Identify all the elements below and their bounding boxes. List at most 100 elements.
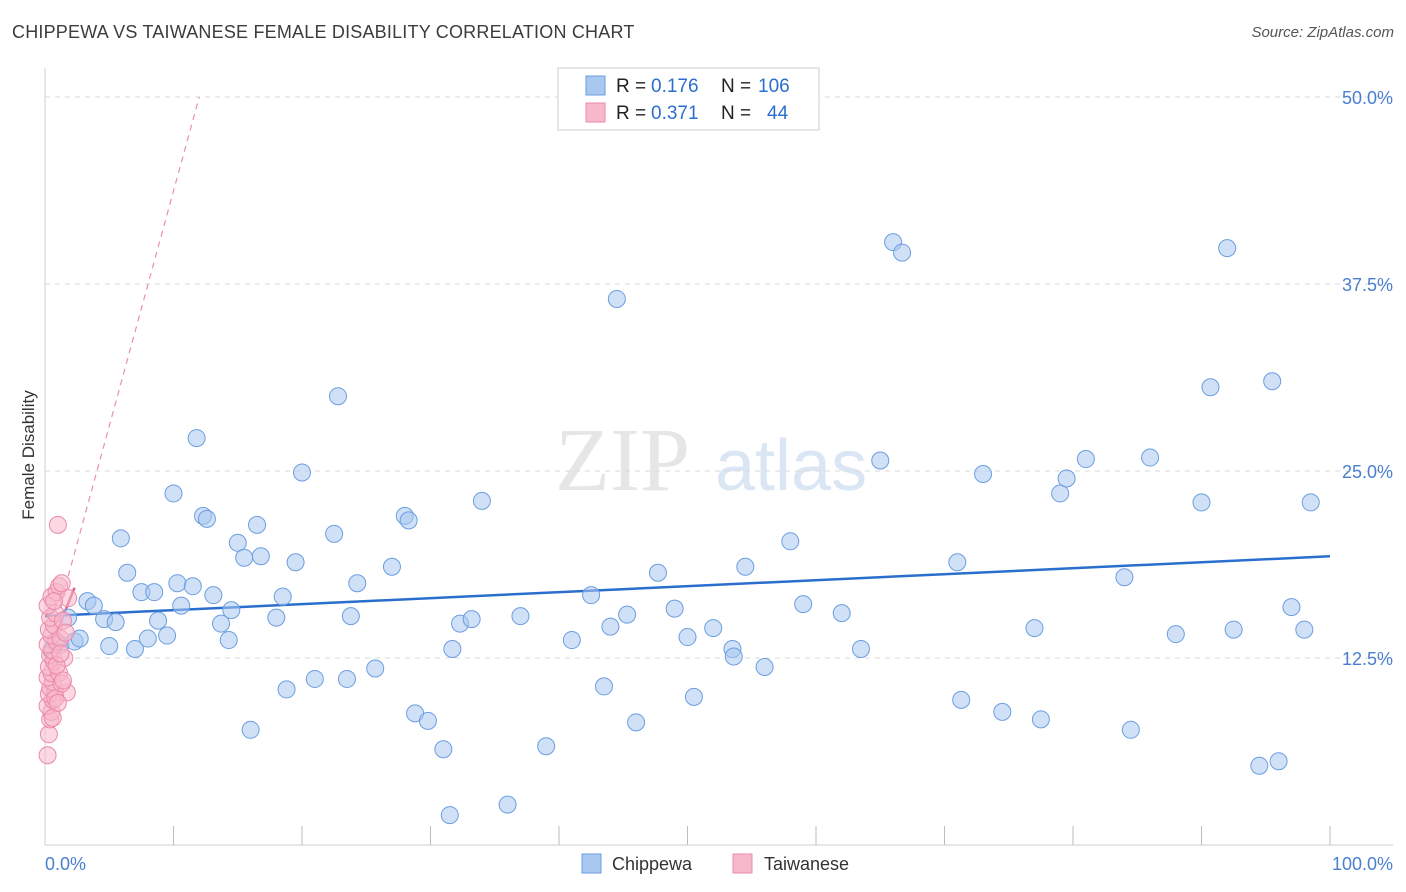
legend-bottom-label-taiwanese: Taiwanese	[764, 854, 849, 874]
y-tick-label: 25.0%	[1342, 462, 1393, 482]
taiwanese-point	[38, 746, 57, 765]
taiwanese-point	[52, 574, 71, 593]
legend-bottom: Chippewa Taiwanese	[581, 853, 849, 874]
y-tick-label: 12.5%	[1342, 649, 1393, 669]
chippewa-point	[183, 577, 202, 596]
chippewa-point	[118, 563, 137, 582]
chippewa-point	[948, 553, 967, 572]
legend-bottom-swatch-chippewa	[581, 853, 602, 874]
chippewa-point	[1224, 620, 1243, 639]
chippewa-point	[251, 547, 270, 566]
chippewa-point	[1295, 620, 1314, 639]
chippewa-point	[273, 587, 292, 606]
taiwanese-point	[48, 515, 67, 534]
chippewa-point	[337, 669, 356, 688]
legend-r-label: R =	[616, 103, 646, 124]
chippewa-point	[498, 795, 517, 814]
legend-n-value: 106	[758, 76, 790, 97]
chippewa-point	[84, 596, 103, 615]
chippewa-point	[665, 599, 684, 618]
chippewa-point	[974, 464, 993, 483]
source-label: Source: ZipAtlas.com	[1251, 24, 1394, 41]
chippewa-point	[145, 583, 164, 602]
chippewa-point	[106, 613, 125, 632]
chippewa-point	[871, 451, 890, 470]
chippewa-point	[724, 647, 743, 666]
chippewa-point	[993, 702, 1012, 721]
chippewa-point	[562, 631, 581, 650]
chippewa-point	[228, 533, 247, 552]
chippewa-point	[138, 629, 157, 648]
taiwanese-trend-extension	[44, 96, 200, 662]
legend-top: R = 0.176 N = 106 R = 0.371 N = 44	[557, 67, 820, 131]
legend-r-value: 0.176	[651, 76, 699, 97]
chippewa-point	[1141, 448, 1160, 467]
chippewa-point	[1250, 756, 1269, 775]
x-tick-label: 0.0%	[45, 854, 86, 874]
chippewa-point	[1166, 625, 1185, 644]
taiwanese-point	[56, 623, 75, 642]
chippewa-point	[511, 607, 530, 626]
chippewa-point	[1301, 493, 1320, 512]
chippewa-point	[1201, 378, 1220, 397]
chippewa-point	[443, 640, 462, 659]
chippewa-point	[293, 463, 311, 482]
chippewa-point	[277, 680, 296, 699]
chippewa-point	[627, 713, 646, 732]
chippewa-point	[187, 429, 206, 448]
legend-r-label: R =	[616, 76, 646, 97]
taiwanese-point	[51, 644, 70, 663]
trend-layer	[43, 96, 1331, 662]
chippewa-point	[1115, 568, 1134, 587]
chippewa-point	[164, 484, 183, 503]
chippewa-point	[1051, 484, 1070, 503]
chippewa-point	[341, 607, 360, 626]
chippewa-point	[125, 640, 144, 659]
chippewa-point	[618, 605, 637, 624]
chippewa-point	[781, 532, 800, 551]
watermark-atlas: atlas	[715, 426, 867, 506]
chippewa-point	[472, 491, 491, 510]
label-layer: 12.5% 25.0% 37.5% 50.0% 0.0% 100.0%	[45, 88, 1393, 874]
chippewa-point	[348, 574, 367, 593]
legend-swatch-chippewa	[585, 75, 606, 96]
chippewa-point	[1192, 493, 1211, 512]
chippewa-point	[736, 557, 755, 576]
legend-bottom-label-chippewa: Chippewa	[612, 854, 693, 874]
watermark-zip: ZIP	[555, 411, 690, 510]
chippewa-point	[204, 586, 223, 605]
chippewa-point	[704, 619, 723, 638]
chippewa-point	[601, 617, 620, 636]
y-axis-label: Female Disability	[19, 390, 38, 520]
chippewa-point	[1031, 710, 1050, 729]
legend-n-value: 44	[767, 103, 789, 124]
chippewa-point	[328, 387, 347, 406]
taiwanese-point	[53, 671, 72, 690]
taiwanese-point	[43, 708, 62, 727]
axis-layer	[44, 68, 1393, 846]
chippewa-point	[149, 611, 168, 630]
legend-bottom-swatch-taiwanese	[732, 853, 753, 874]
chippewa-point	[594, 677, 613, 696]
chippewa-point	[440, 806, 459, 825]
chippewa-point	[267, 608, 286, 627]
y-tick-label: 37.5%	[1342, 275, 1393, 295]
chippewa-point	[537, 737, 556, 756]
chippewa-point	[582, 586, 601, 605]
chippewa-point	[235, 548, 254, 567]
chart-title: CHIPPEWA VS TAIWANESE FEMALE DISABILITY …	[12, 22, 635, 42]
chippewa-point	[366, 659, 385, 678]
chippewa-point	[893, 243, 912, 262]
chippewa-point	[219, 631, 238, 650]
legend-n-label: N =	[721, 76, 751, 97]
chippewa-point	[399, 511, 418, 530]
chippewa-point	[462, 610, 481, 629]
chippewa-point	[222, 601, 241, 620]
legend-swatch-taiwanese	[585, 102, 606, 123]
x-tick-label: 100.0%	[1332, 854, 1393, 874]
point-layer	[38, 233, 1320, 825]
chippewa-point	[1025, 619, 1044, 638]
chippewa-point	[168, 574, 187, 593]
chippewa-point	[197, 509, 216, 528]
